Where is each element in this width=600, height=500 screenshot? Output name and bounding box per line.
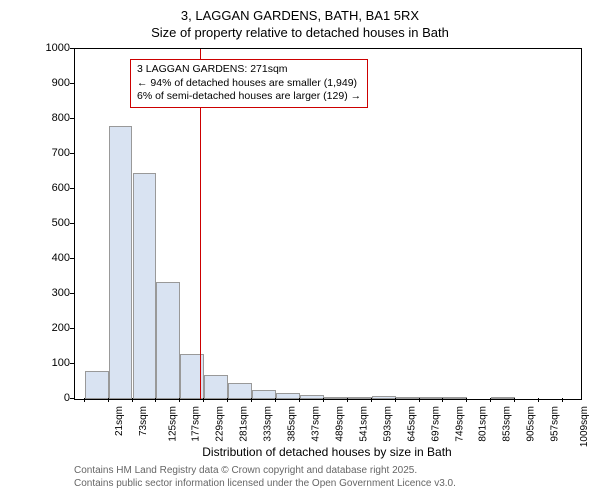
x-tick-label: 645sqm: [406, 406, 417, 442]
x-tick-label: 125sqm: [167, 406, 178, 442]
histogram-bar: [491, 397, 515, 399]
x-tick-label: 541sqm: [358, 406, 369, 442]
x-tick: [179, 398, 180, 402]
y-tick-label: 200: [52, 322, 70, 334]
x-tick: [299, 398, 300, 402]
y-tick-label: 500: [52, 217, 70, 229]
chart-container: 3, LAGGAN GARDENS, BATH, BA1 5RX Size of…: [0, 0, 600, 500]
y-tick: [70, 83, 74, 84]
annotation-line1: 3 LAGGAN GARDENS: 271sqm: [137, 63, 361, 77]
y-tick: [70, 398, 74, 399]
chart-title-line2: Size of property relative to detached ho…: [0, 25, 600, 40]
x-tick-label: 957sqm: [550, 406, 561, 442]
x-tick: [371, 398, 372, 402]
histogram-bar: [443, 397, 467, 399]
x-tick-label: 1009sqm: [579, 406, 590, 447]
y-tick: [70, 258, 74, 259]
y-tick: [70, 48, 74, 49]
histogram-bar: [228, 383, 252, 399]
x-tick: [323, 398, 324, 402]
x-tick: [514, 398, 515, 402]
x-tick-label: 229sqm: [215, 406, 226, 442]
annotation-box: 3 LAGGAN GARDENS: 271sqm ← 94% of detach…: [130, 59, 368, 108]
histogram-bar: [156, 282, 180, 399]
histogram-bar: [252, 390, 276, 399]
y-tick-label: 700: [52, 147, 70, 159]
x-tick: [108, 398, 109, 402]
annotation-line3: 6% of semi-detached houses are larger (1…: [137, 90, 361, 104]
x-tick-label: 593sqm: [382, 406, 393, 442]
x-tick: [275, 398, 276, 402]
x-tick: [466, 398, 467, 402]
x-tick-label: 21sqm: [114, 406, 125, 436]
y-tick-label: 1000: [46, 42, 70, 54]
x-tick: [84, 398, 85, 402]
histogram-bar: [204, 375, 228, 400]
y-tick-label: 400: [52, 252, 70, 264]
x-tick-label: 437sqm: [311, 406, 322, 442]
x-tick: [395, 398, 396, 402]
x-tick: [419, 398, 420, 402]
x-tick-label: 697sqm: [430, 406, 441, 442]
histogram-bar: [372, 396, 396, 400]
x-tick-label: 73sqm: [138, 406, 149, 436]
histogram-bar: [133, 173, 157, 399]
x-tick-label: 333sqm: [263, 406, 274, 442]
x-tick-label: 281sqm: [239, 406, 250, 442]
y-tick-label: 900: [52, 77, 70, 89]
x-tick: [347, 398, 348, 402]
y-tick-label: 300: [52, 287, 70, 299]
footer-line2: Contains public sector information licen…: [74, 478, 456, 489]
x-tick-label: 905sqm: [526, 406, 537, 442]
x-tick-label: 489sqm: [335, 406, 346, 442]
x-tick: [203, 398, 204, 402]
plot-area: 3 LAGGAN GARDENS: 271sqm ← 94% of detach…: [74, 48, 582, 400]
x-tick: [490, 398, 491, 402]
y-tick: [70, 223, 74, 224]
histogram-bar: [420, 397, 444, 399]
x-tick: [562, 398, 563, 402]
y-tick: [70, 188, 74, 189]
histogram-bar: [109, 126, 133, 399]
histogram-bar: [300, 395, 324, 399]
y-tick: [70, 363, 74, 364]
y-tick: [70, 293, 74, 294]
histogram-bar: [396, 397, 420, 399]
y-tick: [70, 153, 74, 154]
x-tick: [538, 398, 539, 402]
y-tick-label: 100: [52, 357, 70, 369]
x-tick-label: 801sqm: [478, 406, 489, 442]
histogram-bar: [348, 397, 372, 399]
x-axis-label: Distribution of detached houses by size …: [74, 445, 580, 459]
chart-title-line1: 3, LAGGAN GARDENS, BATH, BA1 5RX: [0, 8, 600, 23]
x-tick-label: 385sqm: [287, 406, 298, 442]
x-tick-label: 853sqm: [502, 406, 513, 442]
y-tick-label: 800: [52, 112, 70, 124]
x-tick: [155, 398, 156, 402]
x-tick-label: 749sqm: [454, 406, 465, 442]
x-tick-label: 177sqm: [191, 406, 202, 442]
histogram-bar: [85, 371, 109, 399]
y-tick: [70, 118, 74, 119]
y-tick: [70, 328, 74, 329]
histogram-bar: [324, 397, 348, 399]
x-tick: [227, 398, 228, 402]
footer-line1: Contains HM Land Registry data © Crown c…: [74, 465, 417, 476]
histogram-bar: [276, 393, 300, 399]
x-tick: [132, 398, 133, 402]
x-tick: [251, 398, 252, 402]
x-tick: [442, 398, 443, 402]
y-tick-label: 600: [52, 182, 70, 194]
annotation-line2: ← 94% of detached houses are smaller (1,…: [137, 77, 361, 91]
